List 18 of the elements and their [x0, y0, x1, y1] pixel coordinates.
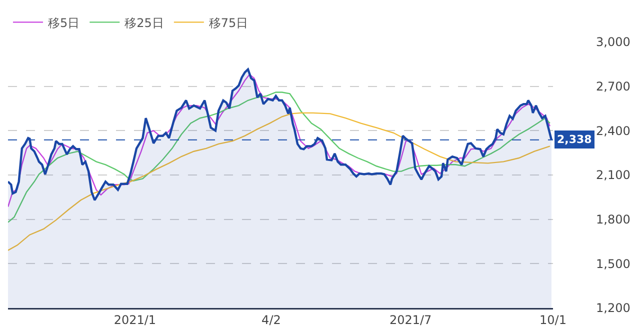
- legend-label: 移25日: [124, 16, 164, 30]
- y-tick-label: 2,100: [596, 168, 630, 182]
- y-tick-label: 1,500: [596, 256, 630, 271]
- ref-line-label: 2,338: [557, 133, 592, 146]
- legend-label: 移75日: [208, 16, 248, 30]
- legend-label: 移5日: [48, 16, 80, 30]
- x-tick-label: 2021/1: [114, 312, 156, 327]
- line-series: [8, 92, 550, 223]
- line-series: [8, 112, 550, 251]
- y-tick-label: 2,700: [596, 80, 630, 94]
- y-tick-label: 1,800: [596, 212, 630, 227]
- y-tick-label: 3,000: [596, 35, 630, 50]
- x-tick-label: 4/2: [262, 312, 281, 327]
- x-tick-label: 2021/7: [389, 312, 432, 327]
- y-tick-label: 2,400: [596, 124, 630, 138]
- x-tick-label: 10/1: [540, 312, 566, 327]
- y-tick-label: 1,200: [596, 301, 630, 316]
- line-series: [8, 74, 550, 208]
